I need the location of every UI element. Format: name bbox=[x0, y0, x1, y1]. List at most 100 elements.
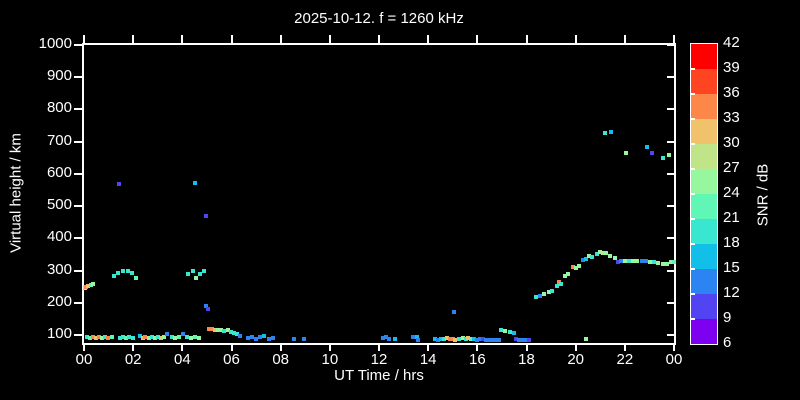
data-point bbox=[149, 334, 154, 339]
data-point bbox=[414, 334, 419, 339]
data-point bbox=[576, 263, 581, 268]
data-point bbox=[93, 335, 98, 340]
y-axis-label: Virtual height / km bbox=[7, 133, 25, 253]
data-point bbox=[380, 335, 385, 340]
data-point bbox=[594, 251, 599, 256]
data-point bbox=[383, 334, 388, 339]
y-tick-label: 1000 bbox=[38, 35, 72, 52]
y-tick-label: 500 bbox=[46, 196, 72, 214]
colorbar-tick-label: 6 bbox=[723, 334, 732, 351]
data-point bbox=[570, 264, 575, 269]
data-point bbox=[245, 335, 250, 340]
data-point bbox=[85, 284, 90, 289]
data-point bbox=[177, 334, 182, 339]
y-tick-left bbox=[74, 205, 82, 208]
data-point bbox=[452, 310, 457, 315]
colorbar-tick-label: 21 bbox=[723, 209, 740, 226]
data-point bbox=[222, 329, 227, 334]
x-tick-top bbox=[623, 35, 626, 43]
data-point bbox=[105, 335, 110, 340]
data-point bbox=[213, 328, 218, 333]
data-point bbox=[91, 282, 96, 287]
colorbar-tick-label: 18 bbox=[723, 234, 740, 251]
data-point bbox=[603, 130, 608, 135]
data-point bbox=[586, 253, 591, 258]
data-point bbox=[237, 333, 242, 338]
x-tick-top bbox=[230, 35, 233, 43]
data-point bbox=[667, 152, 672, 157]
data-point bbox=[207, 327, 212, 332]
data-point bbox=[627, 258, 632, 263]
data-point bbox=[102, 334, 107, 339]
data-point bbox=[612, 255, 617, 260]
y-tick-label: 900 bbox=[46, 67, 72, 85]
y-tick-left bbox=[74, 172, 82, 175]
x-tick-label: 22 bbox=[616, 351, 634, 368]
x-tick-bottom bbox=[525, 343, 528, 351]
x-tick-bottom bbox=[132, 343, 135, 351]
data-point bbox=[522, 337, 527, 342]
data-point bbox=[206, 307, 211, 312]
colorbar-tick-label: 9 bbox=[723, 309, 732, 326]
data-point bbox=[447, 336, 452, 341]
y-tick-left bbox=[74, 269, 82, 272]
data-point bbox=[270, 335, 275, 340]
data-point bbox=[503, 329, 508, 334]
data-point bbox=[120, 334, 125, 339]
chart-title: 2025-10-12. f = 1260 kHz bbox=[294, 10, 464, 27]
data-point bbox=[116, 182, 121, 187]
data-point bbox=[194, 275, 199, 280]
colorbar-tick-label: 36 bbox=[723, 84, 740, 101]
data-point bbox=[609, 129, 614, 134]
y-tick-right bbox=[667, 108, 674, 111]
data-point bbox=[169, 334, 174, 339]
colorbar-segment bbox=[691, 319, 717, 344]
y-tick-label: 100 bbox=[46, 324, 72, 342]
data-point bbox=[129, 271, 134, 276]
y-tick-label: 200 bbox=[46, 292, 72, 310]
data-point bbox=[234, 331, 239, 336]
y-tick-left bbox=[74, 140, 82, 143]
data-point bbox=[491, 337, 496, 342]
data-point bbox=[162, 334, 167, 339]
colorbar-notch bbox=[691, 68, 695, 70]
x-axis-label: UT Time / hrs bbox=[334, 367, 424, 384]
data-point bbox=[661, 262, 666, 267]
x-tick-top bbox=[427, 35, 430, 43]
x-tick-top bbox=[574, 35, 577, 43]
data-point bbox=[226, 328, 231, 333]
colorbar-tick-label: 27 bbox=[723, 159, 740, 176]
data-point bbox=[635, 259, 640, 264]
colorbar-segment bbox=[691, 219, 717, 244]
x-tick-bottom bbox=[476, 343, 479, 351]
colorbar-notch bbox=[691, 193, 695, 195]
colorbar-notch bbox=[691, 243, 695, 245]
data-point bbox=[189, 335, 194, 340]
x-tick-top bbox=[181, 35, 184, 43]
data-point bbox=[616, 260, 621, 265]
data-point bbox=[291, 336, 296, 341]
x-tick-bottom bbox=[673, 343, 675, 351]
colorbar-tick-label: 30 bbox=[723, 134, 740, 151]
data-point bbox=[84, 334, 89, 339]
x-tick-label: 00 bbox=[665, 351, 683, 368]
x-tick-label: 02 bbox=[124, 351, 142, 368]
data-point bbox=[519, 337, 524, 342]
data-point bbox=[204, 214, 209, 219]
data-point bbox=[193, 334, 198, 339]
x-tick-bottom bbox=[230, 343, 233, 351]
data-point bbox=[219, 328, 224, 333]
colorbar-segment bbox=[691, 294, 717, 319]
data-point bbox=[125, 269, 130, 274]
data-point bbox=[645, 145, 650, 150]
colorbar-tick-label: 15 bbox=[723, 259, 740, 276]
data-point bbox=[301, 336, 306, 341]
data-point bbox=[120, 269, 125, 274]
x-tick-bottom bbox=[83, 343, 85, 351]
x-tick-top bbox=[279, 35, 282, 43]
data-point bbox=[126, 334, 131, 339]
data-point bbox=[494, 337, 499, 342]
x-tick-label: 08 bbox=[272, 351, 289, 368]
y-tick-right bbox=[667, 269, 674, 272]
